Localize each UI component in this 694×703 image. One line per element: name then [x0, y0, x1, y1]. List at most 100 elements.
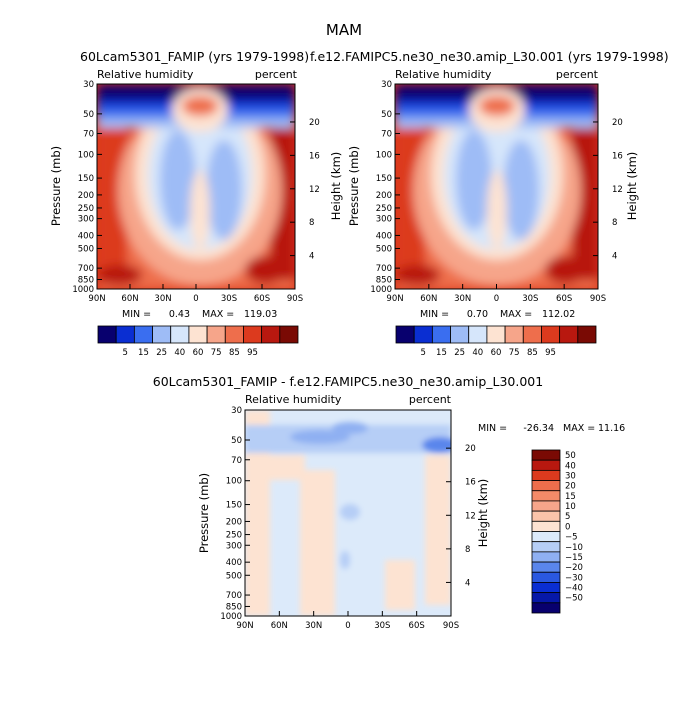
panel-2-xtick-label: 30N — [454, 294, 471, 304]
panel-2-max: 112.02 — [542, 309, 575, 320]
panel-3-ytick-label: 200 — [226, 517, 242, 527]
panel-3-ytick-label: 70 — [231, 456, 242, 466]
panel-2-colorbar-label: 85 — [527, 348, 538, 358]
panel-3-colorbar-label: −20 — [565, 563, 583, 573]
panel-2-title: f.e12.FAMIPC5.ne30_ne30.amip_L30.001 (yr… — [310, 49, 669, 64]
panel-1-y2tick-label: 20 — [309, 118, 320, 128]
panel-3-colorbar-box — [531, 480, 561, 492]
panel-1-colorbar-box — [97, 325, 117, 344]
panel-2-y2label: Height (km) — [625, 152, 639, 221]
panel-2-colorbar-box — [431, 325, 451, 344]
panel-3-colorbar-label: 10 — [565, 502, 576, 512]
panel-2-colorbar-box — [395, 325, 415, 344]
panel-1-y2tick-label: 4 — [309, 252, 314, 262]
panel-2-xtick-label: 30S — [522, 294, 538, 304]
panel-3-colorbar-box — [531, 561, 561, 573]
panel-1-ytick-label: 400 — [78, 231, 94, 241]
panel-3-xtick-label: 60S — [409, 621, 425, 631]
panel-2-y2tick-label: 4 — [612, 252, 617, 262]
panel-3-min: -26.34 — [523, 423, 554, 434]
panel-1-colorbar-label: 5 — [123, 348, 128, 358]
panel-2-y2tick-label: 12 — [612, 185, 623, 195]
panel-3-ytick-label: 30 — [231, 406, 242, 416]
panel-3-colorbar-label: 40 — [565, 461, 576, 471]
panel-1-colorbar-box — [115, 325, 135, 344]
panel-1-ytick-label: 700 — [78, 264, 94, 274]
panel-2-colorbar-label: 5 — [421, 348, 426, 358]
panel-3-colorbar-label: 20 — [565, 482, 576, 492]
panel-2-y2tick-label: 20 — [612, 118, 623, 128]
panel-2-min: 0.70 — [467, 309, 488, 320]
panel-1-ylabel: Pressure (mb) — [49, 146, 63, 226]
panel-3-y2tick-label: 20 — [465, 444, 476, 454]
panel-2-xtick-label: 60S — [556, 294, 572, 304]
panel-3-colorbar-box — [531, 531, 561, 543]
panel-3-xtick-label: 0 — [345, 621, 350, 631]
panel-2-colorbar-label: 95 — [545, 348, 556, 358]
panel-1-colorbar-label: 40 — [174, 348, 185, 358]
panel-1-ytick-label: 70 — [83, 130, 94, 140]
panel-1-colorbar-box — [261, 325, 281, 344]
panel-2-ytick-label: 70 — [381, 130, 392, 140]
panel-2-ytick-label: 700 — [376, 264, 392, 274]
panel-1-colorbar-label: 95 — [247, 348, 258, 358]
figure-title: MAM — [326, 21, 362, 39]
panel-2-ytick-label: 30 — [381, 80, 392, 90]
panel-3-min-label: MIN = — [478, 423, 507, 434]
panel-3: 60Lcam5301_FAMIP - f.e12.FAMIPC5.ne30_ne… — [153, 374, 625, 617]
panel-3-ytick-label: 150 — [226, 501, 242, 511]
panel-2-ytick-label: 250 — [376, 204, 392, 214]
panel-3-colorbar-label: −5 — [565, 533, 578, 543]
panel-1-max-label: MAX = — [202, 309, 234, 320]
panel-3-colorbar-label: 0 — [565, 522, 570, 532]
panel-1-max: 119.03 — [244, 309, 277, 320]
panel-2-ytick-label: 850 — [376, 275, 392, 285]
panel-1-ytick-label: 100 — [78, 150, 94, 160]
panel-1-ytick-label: 30 — [83, 80, 94, 90]
panel-3-max: 11.16 — [598, 423, 625, 434]
panel-1-colorbar-box — [206, 325, 226, 344]
panel-3-ytick-label: 250 — [226, 531, 242, 541]
panel-3-ylabel: Pressure (mb) — [197, 473, 211, 553]
panel-3-colorbar-box — [531, 582, 561, 594]
panel-2-ytick-label: 400 — [376, 231, 392, 241]
panel-3-field — [245, 410, 451, 616]
panel-1-ytick-label: 150 — [78, 174, 94, 184]
panel-2-right-label: percent — [556, 68, 599, 81]
panel-2-ytick-label: 100 — [376, 150, 392, 160]
panel-3-colorbar-label: −10 — [565, 543, 583, 553]
panel-1: 60Lcam5301_FAMIP (yrs 1979-1998) Relativ… — [49, 49, 343, 320]
panel-2-colorbar-label: 60 — [491, 348, 502, 358]
panel-2-xtick-label: 0 — [494, 294, 499, 304]
panel-2-colorbar-box — [468, 325, 488, 344]
panel-1-ytick-label: 50 — [83, 110, 94, 120]
panel-1-colorbar-box — [243, 325, 263, 344]
panel-3-ytick-label: 50 — [231, 436, 242, 446]
panel-2: f.e12.FAMIPC5.ne30_ne30.amip_L30.001 (yr… — [310, 49, 669, 320]
panel-3-colorbar-label: −50 — [565, 594, 583, 604]
panel-1-colorbar-label: 25 — [156, 348, 167, 358]
panel-2-colorbar-box — [541, 325, 561, 344]
panel-2-min-label: MIN = — [420, 309, 449, 320]
panel-1-xtick-label: 30S — [221, 294, 237, 304]
panel-2-colorbar-box — [450, 325, 470, 344]
panel-2-colorbar-label: 25 — [454, 348, 465, 358]
panel-2-colorbar-label: 75 — [509, 348, 520, 358]
panel-1-xtick-label: 90N — [88, 294, 105, 304]
panel-3-xtick-label: 90S — [443, 621, 459, 631]
panel-1-colorbar-label: 85 — [229, 348, 240, 358]
panel-2-colorbar-label: 15 — [436, 348, 447, 358]
panel-3-y2tick-label: 12 — [465, 511, 476, 521]
panel-2-colorbar-box — [504, 325, 524, 344]
panel-3-colorbar-label: 50 — [565, 451, 576, 461]
panel-2-ytick-label: 500 — [376, 244, 392, 254]
panel-1-colorbar-box — [224, 325, 244, 344]
panel-3-colorbar-box — [531, 571, 561, 583]
panel-3-xtick-label: 90N — [236, 621, 253, 631]
panel-2-colorbar-box — [559, 325, 579, 344]
panel-3-ytick-label: 700 — [226, 591, 242, 601]
panel-1-colorbar-box — [133, 325, 153, 344]
panel-1-xtick-label: 0 — [193, 294, 198, 304]
panel-3-ytick-label: 500 — [226, 571, 242, 581]
